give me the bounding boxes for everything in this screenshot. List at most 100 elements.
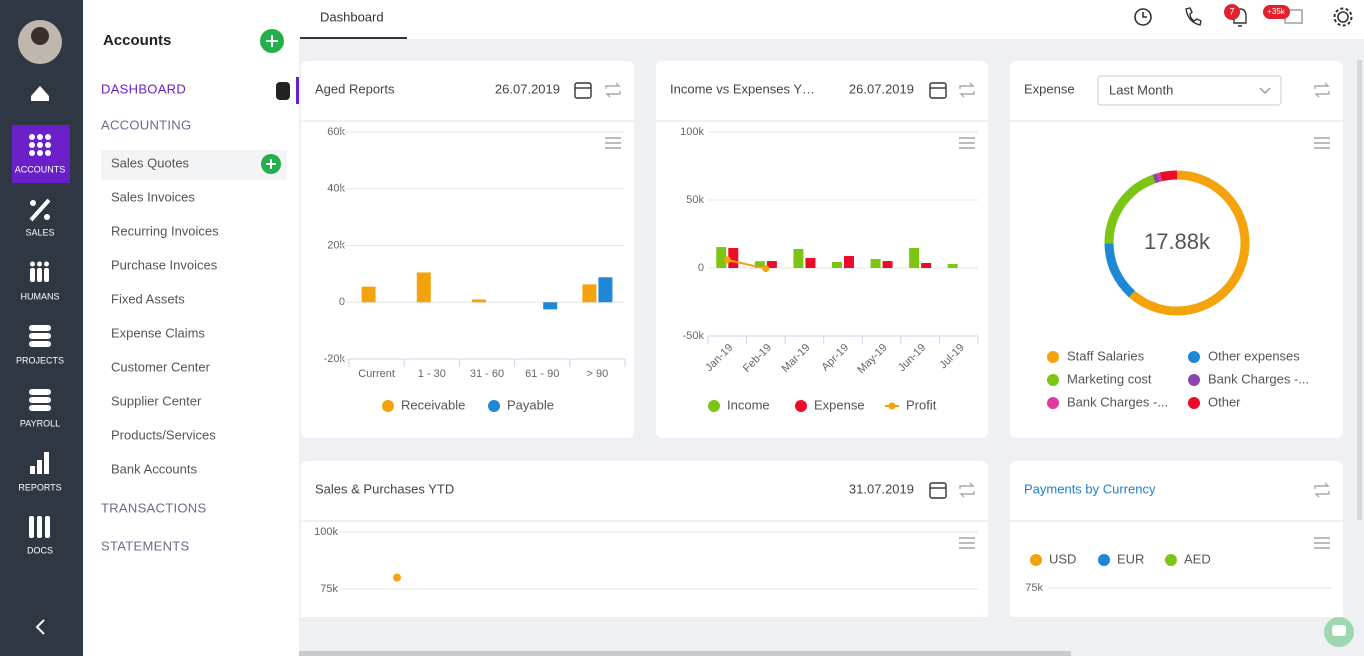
- menu-item[interactable]: Sales Quotes: [111, 155, 190, 170]
- menu-item[interactable]: Expense Claims: [111, 325, 205, 340]
- panel-bg: [83, 0, 299, 656]
- menu-icon[interactable]: [605, 147, 621, 149]
- sidebar-item[interactable]: PAYROLL: [20, 418, 60, 428]
- refresh-icon[interactable]: [959, 482, 975, 498]
- menu-icon[interactable]: [1314, 142, 1330, 144]
- card-date[interactable]: 26.07.2019: [849, 81, 914, 96]
- menu-icon[interactable]: [1314, 537, 1330, 539]
- select-chevron: [1259, 87, 1271, 94]
- y-tick-label: 40k: [327, 183, 345, 195]
- legend-label[interactable]: Profit: [906, 397, 937, 412]
- calendar-icon[interactable]: [929, 482, 947, 499]
- sidebar-item[interactable]: DOCS: [27, 545, 53, 555]
- topbar-bg: [299, 0, 1364, 39]
- menu-item[interactable]: Recurring Invoices: [111, 223, 219, 238]
- menu-icon[interactable]: [605, 137, 621, 139]
- refresh-icon[interactable]: [959, 82, 975, 98]
- sidebar-item[interactable]: ACCOUNTS: [15, 164, 66, 174]
- sidebar-item[interactable]: PROJECTS: [16, 355, 64, 365]
- legend-swatch: [795, 400, 807, 412]
- legend-swatch: [1047, 397, 1059, 409]
- legend-label[interactable]: Other expenses: [1208, 348, 1300, 363]
- period-value[interactable]: Last Month: [1109, 82, 1173, 97]
- menu-item[interactable]: Customer Center: [111, 359, 211, 374]
- bar: [416, 272, 431, 303]
- tab-underline: [300, 37, 407, 39]
- menu-icon[interactable]: [959, 137, 975, 139]
- calendar-icon[interactable]: [574, 82, 592, 99]
- section-link[interactable]: DASHBOARD: [101, 81, 186, 96]
- line: [727, 258, 767, 270]
- scrollbar[interactable]: [299, 651, 1071, 656]
- phone-icon[interactable]: [1185, 7, 1202, 26]
- menu-icon[interactable]: [1314, 542, 1330, 544]
- menu-icon[interactable]: [1314, 147, 1330, 149]
- section-link[interactable]: ACCOUNTING: [101, 117, 191, 132]
- refresh-icon[interactable]: [1314, 482, 1330, 498]
- legend-label[interactable]: Expense: [814, 397, 865, 412]
- menu-icon[interactable]: [1314, 547, 1330, 549]
- card-date[interactable]: 26.07.2019: [495, 81, 560, 96]
- menu-icon[interactable]: [959, 142, 975, 144]
- topbar: Dashboard 7 +35k: [299, 0, 1364, 39]
- y-tick-label: 75k: [320, 583, 338, 595]
- menu-icon[interactable]: [605, 142, 621, 144]
- menu-icon[interactable]: [959, 547, 975, 549]
- legend-label[interactable]: Other: [1208, 394, 1241, 409]
- y-tick-label: 75k: [1025, 582, 1043, 594]
- period-select[interactable]: [1097, 75, 1282, 106]
- home-icon[interactable]: [31, 86, 49, 101]
- legend-label[interactable]: EUR: [1117, 551, 1144, 566]
- active-indicator: [296, 77, 299, 104]
- sidebar-item[interactable]: SALES: [25, 227, 54, 237]
- toggle-icon[interactable]: [276, 82, 290, 100]
- collapse-button[interactable]: [35, 619, 45, 635]
- accounts-panel: Accounts DASHBOARD ACCOUNTING Sales Quot…: [83, 0, 299, 656]
- menu-icon[interactable]: [1314, 137, 1330, 139]
- menu-item[interactable]: Sales Invoices: [111, 189, 195, 204]
- menu-icon[interactable]: [959, 542, 975, 544]
- menu-item[interactable]: Fixed Assets: [111, 291, 185, 306]
- bar: [870, 259, 881, 268]
- x-tick-label: 61 - 90: [525, 368, 559, 380]
- sidebar-item[interactable]: REPORTS: [18, 482, 61, 492]
- legend-label[interactable]: AED: [1184, 551, 1211, 566]
- legend-swatch: [1098, 554, 1110, 566]
- legend-swatch: [1188, 397, 1200, 409]
- legend-label[interactable]: Bank Charges -...: [1208, 371, 1309, 386]
- calendar-icon[interactable]: [929, 82, 947, 99]
- legend-label[interactable]: Income: [727, 397, 770, 412]
- settings-icon[interactable]: [1337, 11, 1349, 23]
- legend-label[interactable]: Bank Charges -...: [1067, 394, 1168, 409]
- menu-item[interactable]: Products/Services: [111, 427, 216, 442]
- card: [656, 61, 988, 438]
- plus: [266, 35, 278, 47]
- donut-slice: [1104, 243, 1136, 298]
- refresh-icon[interactable]: [605, 82, 621, 98]
- legend-label[interactable]: Staff Salaries: [1067, 348, 1145, 363]
- card: [1010, 61, 1343, 438]
- legend-label[interactable]: Payable: [507, 397, 554, 412]
- card-title: Sales & Purchases YTD: [315, 481, 454, 496]
- legend-swatch: [1188, 374, 1200, 386]
- refresh-icon[interactable]: [1314, 82, 1330, 98]
- legend-label[interactable]: Marketing cost: [1067, 371, 1152, 386]
- menu-item[interactable]: Purchase Invoices: [111, 257, 218, 272]
- tab[interactable]: Dashboard: [320, 9, 384, 24]
- legend-label[interactable]: Receivable: [401, 397, 465, 412]
- legend-swatch: [708, 400, 720, 412]
- section-link[interactable]: TRANSACTIONS: [101, 500, 206, 515]
- y-tick-label: 20k: [327, 239, 345, 251]
- section-link[interactable]: STATEMENTS: [101, 538, 189, 553]
- clock-icon[interactable]: [1134, 8, 1152, 26]
- menu-item[interactable]: Supplier Center: [111, 393, 202, 408]
- bar: [805, 257, 816, 268]
- sidebar-item[interactable]: HUMANS: [20, 291, 59, 301]
- bar: [582, 284, 597, 303]
- menu-item[interactable]: Bank Accounts: [111, 461, 197, 476]
- card-date[interactable]: 31.07.2019: [849, 481, 914, 496]
- menu-icon[interactable]: [959, 147, 975, 149]
- legend-label[interactable]: USD: [1049, 551, 1076, 566]
- v-scrollbar[interactable]: [1357, 60, 1362, 520]
- menu-icon[interactable]: [959, 537, 975, 539]
